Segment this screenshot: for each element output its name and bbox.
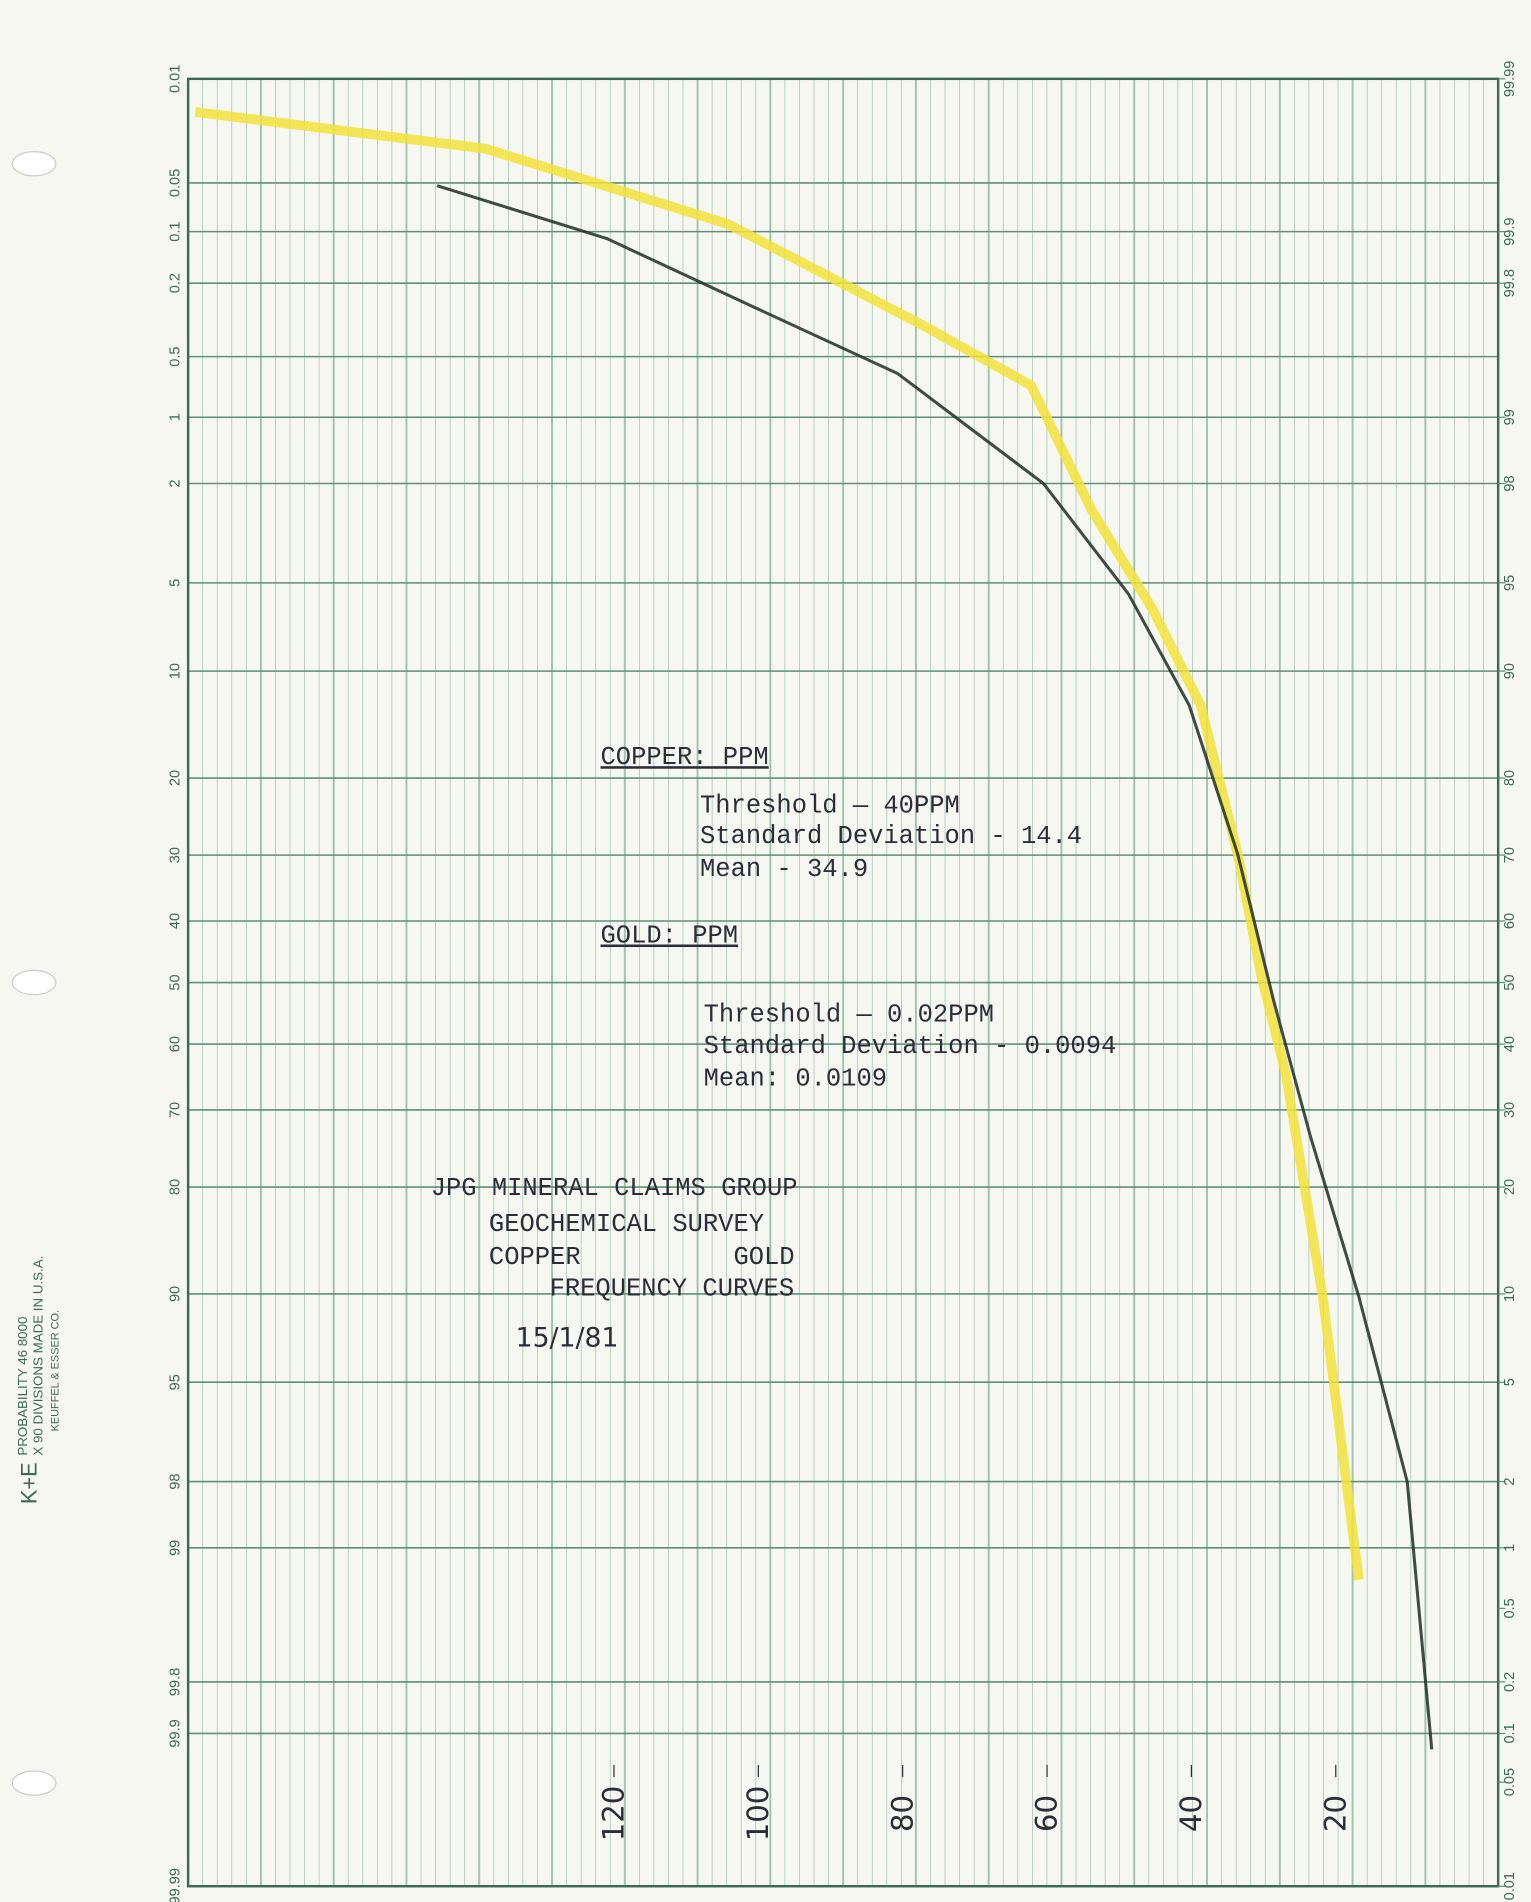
title-line: COPPER GOLD xyxy=(489,1243,795,1272)
y-tick-label: 60 xyxy=(168,1036,184,1052)
y-tick-label: 5 xyxy=(168,579,184,587)
y2-tick-label: 80 xyxy=(1502,770,1518,786)
punch-hole xyxy=(12,970,56,994)
y2-tick-label: 98 xyxy=(1502,475,1518,491)
y2-tick-label: 99 xyxy=(1502,409,1518,425)
y-tick-label: 0.5 xyxy=(168,347,184,367)
y2-tick-label: 50 xyxy=(1502,974,1518,990)
y2-tick-label: 70 xyxy=(1502,847,1518,863)
y2-tick-label: 99.8 xyxy=(1502,269,1518,297)
y-tick-label: 50 xyxy=(168,974,184,990)
y2-tick-label: 30 xyxy=(1502,1102,1518,1118)
y-tick-label: 0.2 xyxy=(168,273,184,293)
label-line: PROBABILITY 46 8000 xyxy=(15,1317,30,1456)
title-line: FREQUENCY CURVES xyxy=(550,1274,795,1303)
y2-tick-label: 0.01 xyxy=(1502,1872,1518,1900)
y2-tick-label: 99.99 xyxy=(1502,61,1518,97)
y-tick-label: 1 xyxy=(168,413,184,421)
y-tick-label: 10 xyxy=(168,663,184,679)
title-line: JPG MINERAL CLAIMS GROUP xyxy=(431,1174,798,1203)
page: K+E PROBABILITY 46 8000 X 90 DIVISIONS M… xyxy=(0,0,1531,1902)
y-tick-label: 99.8 xyxy=(168,1668,184,1696)
brand: K+E xyxy=(16,1462,41,1504)
copper-threshold: Threshold — 40PPM xyxy=(700,792,960,821)
copper-mean: Mean - 34.9 xyxy=(700,855,868,884)
y2-tick-label: 95 xyxy=(1502,575,1518,591)
gold-threshold: Threshold — 0.02PPM xyxy=(704,1000,994,1029)
y-tick-label: 0.05 xyxy=(168,169,184,197)
paper xyxy=(0,0,1531,1902)
y-tick-label: 0.1 xyxy=(168,222,184,242)
y2-tick-label: 0.1 xyxy=(1502,1723,1518,1743)
y-tick-label: 70 xyxy=(168,1102,184,1118)
y2-tick-label: 90 xyxy=(1502,663,1518,679)
y2-tick-label: 10 xyxy=(1502,1286,1518,1302)
x-tick-label: 60 xyxy=(1030,1795,1064,1832)
punch-hole xyxy=(12,1771,56,1795)
y-tick-label: 80 xyxy=(168,1179,184,1195)
label-line: X 90 DIVISIONS MADE IN U.S.A. xyxy=(31,1256,46,1456)
copper-sd: Standard Deviation - 14.4 xyxy=(700,822,1082,851)
y2-tick-label: 20 xyxy=(1502,1179,1518,1195)
title-line: GEOCHEMICAL SURVEY xyxy=(489,1210,764,1239)
y2-tick-label: 0.5 xyxy=(1502,1598,1518,1618)
y2-tick-label: 2 xyxy=(1502,1478,1518,1486)
y2-tick-label: 1 xyxy=(1502,1544,1518,1552)
y2-tick-label: 0.05 xyxy=(1502,1768,1518,1796)
x-tick-label: 120 xyxy=(597,1786,631,1842)
y-tick-label: 90 xyxy=(168,1286,184,1302)
x-tick-label: 20 xyxy=(1318,1795,1352,1832)
x-tick-label: 100 xyxy=(741,1786,775,1842)
y-tick-label: 2 xyxy=(168,479,184,487)
y-tick-label: 99 xyxy=(168,1540,184,1556)
y2-tick-label: 5 xyxy=(1502,1378,1518,1386)
gold-sd: Standard Deviation - 0.0094 xyxy=(704,1032,1117,1061)
y2-tick-label: 99.9 xyxy=(1502,217,1518,245)
y-tick-label: 20 xyxy=(168,770,184,786)
y2-tick-label: 40 xyxy=(1502,1036,1518,1052)
y-tick-label: 40 xyxy=(168,913,184,929)
copper-heading: COPPER: PPM xyxy=(601,743,769,772)
y2-tick-label: 0.2 xyxy=(1502,1672,1518,1692)
x-tick-label: 40 xyxy=(1174,1795,1208,1832)
x-tick-label: 80 xyxy=(885,1795,919,1832)
y-tick-label: 0.01 xyxy=(168,65,184,93)
y-tick-label: 99.9 xyxy=(168,1719,184,1747)
chart: K+E PROBABILITY 46 8000 X 90 DIVISIONS M… xyxy=(0,0,1531,1902)
y-tick-label: 30 xyxy=(168,847,184,863)
gold-heading: GOLD: PPM xyxy=(601,922,739,951)
gold-mean: Mean: 0.0109 xyxy=(704,1065,887,1094)
y-tick-label: 95 xyxy=(168,1374,184,1390)
y-tick-label: 99.99 xyxy=(168,1868,184,1902)
punch-hole xyxy=(12,152,56,176)
date: 15/1/81 xyxy=(516,1322,619,1353)
y-tick-label: 98 xyxy=(168,1473,184,1489)
y2-tick-label: 60 xyxy=(1502,913,1518,929)
label-line: KEUFFEL & ESSER CO. xyxy=(49,1310,61,1431)
